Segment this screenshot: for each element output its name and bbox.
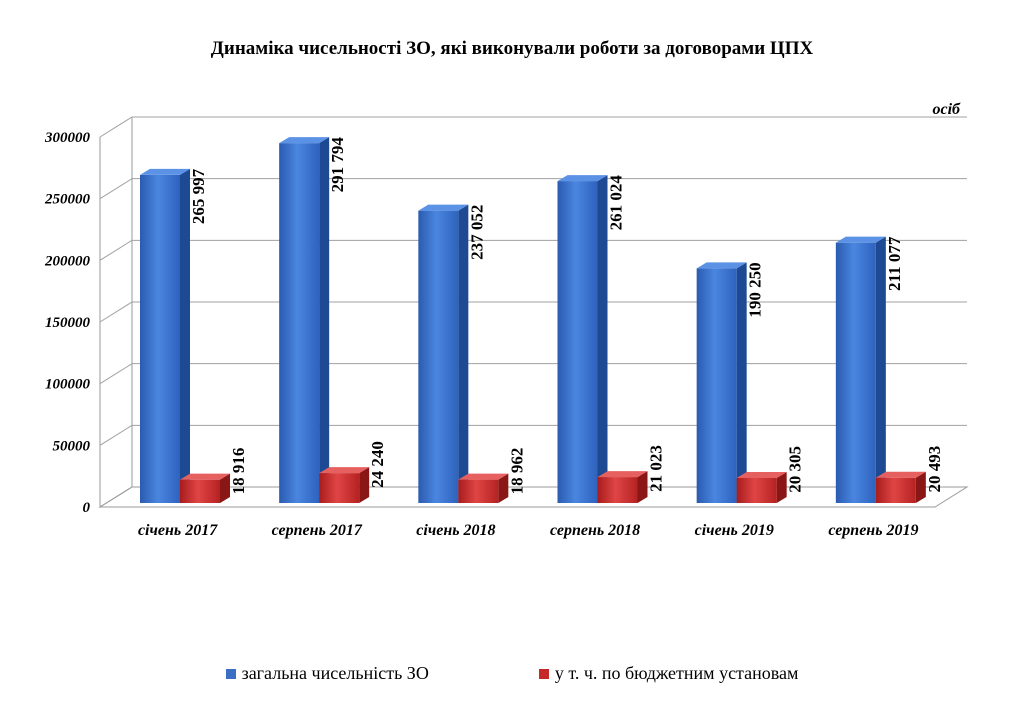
bar-top bbox=[140, 168, 190, 175]
bar-side bbox=[458, 204, 469, 503]
bar-front bbox=[696, 268, 737, 503]
data-label: 265 997 bbox=[189, 168, 208, 224]
bar-front bbox=[279, 143, 320, 503]
bar-budget-4 bbox=[736, 471, 787, 503]
x-tick-label: серпень 2019 bbox=[828, 522, 918, 539]
bar-total-3 bbox=[557, 175, 608, 503]
bar-budget-2 bbox=[458, 473, 509, 503]
bar-side bbox=[180, 168, 190, 504]
bar-front bbox=[597, 477, 638, 503]
gridline-diag bbox=[99, 363, 133, 385]
bar-front bbox=[736, 477, 777, 503]
legend-item-budget: у т. ч. по бюджетним установам bbox=[538, 663, 799, 684]
bar-front bbox=[140, 174, 180, 504]
data-label: 211 077 bbox=[885, 236, 904, 291]
bar-side bbox=[637, 471, 648, 503]
y-tick-label: 100000 bbox=[45, 377, 91, 393]
bar-front bbox=[180, 479, 220, 503]
bar-top bbox=[458, 473, 509, 480]
floor bbox=[98, 486, 969, 508]
bar-side bbox=[776, 471, 787, 503]
bar-side bbox=[915, 471, 926, 503]
unit-label: осіб bbox=[932, 101, 961, 118]
bar-total-5 bbox=[835, 236, 886, 504]
bar-top bbox=[319, 467, 370, 474]
gridline-diag bbox=[99, 178, 133, 200]
bar-total-4 bbox=[696, 262, 747, 503]
legend-label-budget: у т. ч. по бюджетним установам bbox=[554, 663, 799, 683]
bar-side bbox=[736, 262, 747, 503]
bar-top bbox=[418, 204, 469, 211]
x-tick-label: серпень 2017 bbox=[272, 522, 363, 539]
data-label: 190 250 bbox=[746, 262, 765, 317]
bar-total-0 bbox=[140, 168, 190, 504]
bar-side bbox=[597, 175, 608, 503]
legend: загальна чисельність ЗО у т. ч. по бюдже… bbox=[0, 663, 1024, 684]
y-tick-label: 50000 bbox=[53, 438, 91, 454]
gridline-diag bbox=[99, 239, 133, 261]
bar-side bbox=[498, 473, 509, 503]
bar-top bbox=[696, 262, 747, 269]
bar-side bbox=[220, 473, 230, 503]
data-label: 291 794 bbox=[328, 137, 347, 193]
bar-top bbox=[597, 471, 648, 478]
data-label: 20 305 bbox=[786, 446, 805, 493]
bar-side bbox=[319, 137, 330, 503]
bar-front bbox=[875, 477, 916, 503]
legend-item-total: загальна чисельність ЗО bbox=[225, 663, 429, 684]
bar-budget-3 bbox=[597, 471, 648, 503]
grid-layer bbox=[98, 116, 969, 508]
data-label: 20 493 bbox=[925, 446, 944, 493]
bar-top bbox=[835, 236, 886, 243]
bar-top bbox=[875, 471, 926, 478]
chart-title: Динаміка чисельності ЗО, які виконували … bbox=[210, 38, 814, 59]
bar-budget-1 bbox=[319, 467, 370, 503]
y-tick-label: 0 bbox=[83, 500, 91, 516]
bar-budget-5 bbox=[875, 471, 926, 503]
y-tick-label: 250000 bbox=[44, 192, 91, 208]
data-label: 21 023 bbox=[647, 445, 666, 492]
gridline-diag bbox=[99, 301, 133, 323]
bar-top bbox=[180, 473, 230, 480]
bar-front bbox=[319, 473, 360, 503]
bar-budget-0 bbox=[180, 473, 230, 503]
bar-top bbox=[279, 137, 330, 144]
gridline-diag bbox=[99, 116, 133, 138]
data-label: 261 024 bbox=[607, 175, 626, 231]
x-tick-label: січень 2017 bbox=[138, 522, 218, 539]
x-tick-label: серпень 2018 bbox=[550, 522, 640, 539]
legend-swatch-blue bbox=[225, 668, 236, 679]
bar-side bbox=[875, 236, 886, 504]
bar-front bbox=[557, 181, 598, 503]
data-label: 237 052 bbox=[467, 205, 486, 260]
y-tick-label: 200000 bbox=[44, 253, 91, 269]
y-tick-label: 150000 bbox=[45, 315, 91, 331]
bar-total-1 bbox=[279, 137, 330, 503]
bar-top bbox=[557, 175, 608, 182]
data-label: 18 962 bbox=[507, 448, 526, 495]
labels-layer: 0 50000 100000 150000 200000 250000 300000 осіб… bbox=[44, 101, 961, 539]
bar-front bbox=[835, 242, 876, 504]
x-tick-label: січень 2019 bbox=[695, 522, 774, 539]
data-label: 18 916 bbox=[229, 448, 248, 495]
y-tick-label: 300000 bbox=[44, 130, 91, 146]
bar-side bbox=[359, 467, 370, 503]
gridline-diag bbox=[99, 424, 133, 446]
bar-front bbox=[418, 210, 459, 503]
bars-layer bbox=[140, 137, 926, 504]
legend-label-total: загальна чисельність ЗО bbox=[241, 663, 429, 683]
legend-swatch-red bbox=[538, 668, 549, 679]
bar-front bbox=[458, 479, 499, 503]
bar-total-2 bbox=[418, 204, 469, 503]
data-label: 24 240 bbox=[368, 441, 387, 488]
x-tick-label: січень 2018 bbox=[416, 522, 495, 539]
bar-top bbox=[736, 471, 787, 478]
